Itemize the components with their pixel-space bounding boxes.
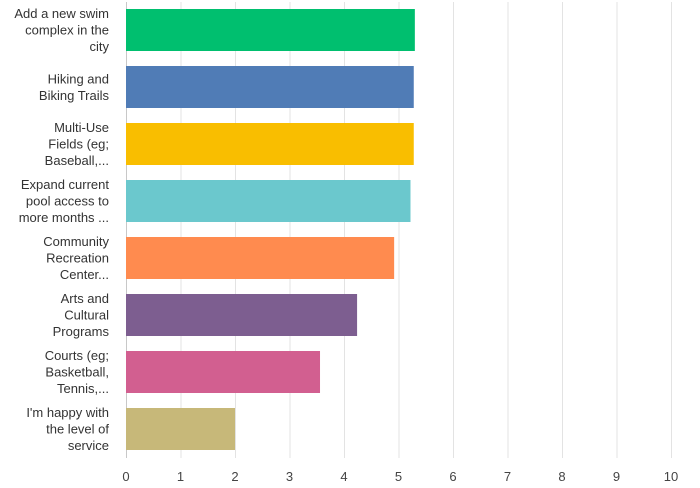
category-label-line: Baseball,... [45, 153, 109, 168]
x-tick-label-0: 0 [122, 469, 129, 484]
x-tick-label-4: 4 [340, 469, 347, 484]
category-label-3: Multi-Use Fields (eg; Baseball,... [45, 120, 109, 168]
category-label-line: I'm happy with [26, 405, 109, 420]
bar-1 [126, 9, 415, 51]
category-label-line: Hiking and [48, 71, 109, 86]
category-labels: Add a new swim complex in the city Hiking a… [14, 6, 109, 453]
bar-7 [126, 351, 321, 393]
category-label-line: Community [43, 234, 109, 249]
category-label-line: Add a new swim [14, 6, 109, 21]
x-tick-label-6: 6 [449, 469, 456, 484]
category-label-line: Multi-Use [54, 120, 109, 135]
category-label-line: Biking Trails [39, 88, 110, 103]
category-label-line: service [68, 438, 109, 453]
x-tick-label-1: 1 [177, 469, 184, 484]
category-label-2: Hiking and Biking Trails [39, 71, 110, 103]
category-label-line: city [90, 39, 110, 54]
category-label-line: the level of [46, 422, 109, 437]
category-label-line: Expand current [21, 177, 110, 192]
category-label-line: Basketball, [45, 365, 109, 380]
bar-2 [126, 66, 414, 108]
bar-5 [126, 237, 395, 279]
x-tick-label-7: 7 [504, 469, 511, 484]
category-label-line: Courts (eg; [45, 348, 109, 363]
x-tick-label-2: 2 [231, 469, 238, 484]
category-label-line: Center... [60, 267, 109, 282]
bar-3 [126, 123, 414, 165]
category-label-1: Add a new swim complex in the city [14, 6, 109, 54]
bar-6 [126, 294, 358, 336]
category-label-line: Fields (eg; [48, 137, 109, 152]
category-label-line: Tennis,... [57, 381, 109, 396]
category-label-line: more months ... [19, 210, 109, 225]
category-label-line: Recreation [46, 251, 109, 266]
category-label-7: Courts (eg; Basketball, Tennis,... [45, 348, 109, 396]
category-label-5: Community Recreation Center... [43, 234, 109, 282]
category-label-6: Arts and Cultural Programs [53, 291, 110, 339]
category-label-line: complex in the [25, 23, 109, 38]
x-tick-label-8: 8 [558, 469, 565, 484]
x-tick-label-5: 5 [395, 469, 402, 484]
bar-4 [126, 180, 411, 222]
category-label-8: I'm happy with the level of service [26, 405, 109, 453]
x-tick-label-10: 10 [664, 469, 678, 484]
category-label-line: Arts and [61, 291, 109, 306]
bar-8 [126, 408, 235, 450]
category-label-line: pool access to [26, 194, 109, 209]
category-label-line: Programs [53, 324, 110, 339]
category-label-4: Expand current pool access to more months … [19, 177, 110, 225]
x-tick-label-9: 9 [613, 469, 620, 484]
bars [126, 9, 415, 450]
x-tick-label-3: 3 [286, 469, 293, 484]
x-axis-ticks: 0 1 2 3 4 5 6 7 8 9 10 [122, 469, 678, 484]
category-label-line: Cultural [64, 308, 109, 323]
